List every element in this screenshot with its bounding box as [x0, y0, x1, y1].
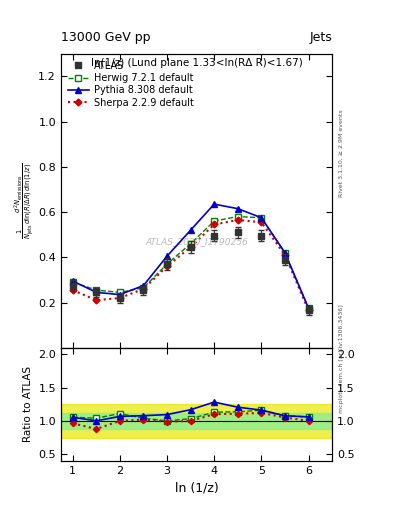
Text: ATLAS_2020_I1790256: ATLAS_2020_I1790256: [145, 238, 248, 246]
X-axis label: ln (1/z): ln (1/z): [174, 481, 219, 494]
Text: 13000 GeV pp: 13000 GeV pp: [61, 31, 151, 44]
Y-axis label: Ratio to ATLAS: Ratio to ATLAS: [23, 366, 33, 442]
Text: ln(1/z) (Lund plane 1.33<ln(RΔ R)<1.67): ln(1/z) (Lund plane 1.33<ln(RΔ R)<1.67): [91, 58, 302, 68]
Text: Rivet 3.1.10, ≥ 2.9M events: Rivet 3.1.10, ≥ 2.9M events: [339, 110, 344, 198]
Bar: [61, 404, 332, 438]
Bar: [61, 413, 332, 429]
Text: Jets: Jets: [309, 31, 332, 44]
Legend: ATLAS, Herwig 7.2.1 default, Pythia 8.308 default, Sherpa 2.2.9 default: ATLAS, Herwig 7.2.1 default, Pythia 8.30…: [66, 58, 196, 110]
Text: mcplots.cern.ch [arXiv:1306.3436]: mcplots.cern.ch [arXiv:1306.3436]: [339, 304, 344, 413]
Y-axis label: $\frac{1}{N_{\mathrm{jets}}}\frac{d^2 N_{\mathrm{emissions}}}{d\ln(R/\Delta R)\,: $\frac{1}{N_{\mathrm{jets}}}\frac{d^2 N_…: [12, 162, 35, 239]
